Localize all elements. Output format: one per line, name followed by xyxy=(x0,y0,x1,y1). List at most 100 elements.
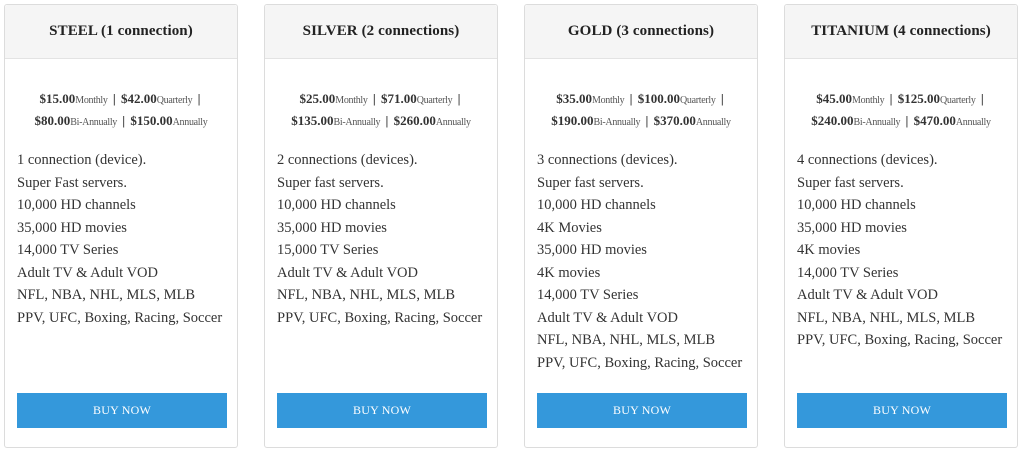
price-separator: | xyxy=(122,113,126,128)
price-period: Annually xyxy=(695,117,731,128)
feature-item: NFL, NBA, NHL, MLS, MLB xyxy=(537,332,716,348)
price-separator: | xyxy=(629,91,633,106)
feature-item: Adult TV & Adult VOD xyxy=(17,264,158,281)
price-separator: | xyxy=(645,113,649,128)
feature-item: 4 connections (devices). xyxy=(797,152,938,168)
feature-item: NFL, NBA, NHL, MLS, MLB xyxy=(797,309,976,326)
price-period: Quarterly xyxy=(939,95,976,106)
price-separator: | xyxy=(457,91,461,106)
buy-now-button[interactable]: BUY NOW xyxy=(797,393,1007,428)
price-amount: $135.00 xyxy=(291,113,334,128)
buy-now-button[interactable]: BUY NOW xyxy=(17,393,227,428)
price-separator: | xyxy=(980,91,984,106)
price-period: Quarterly xyxy=(156,95,193,106)
price-period: Bi-Annually xyxy=(70,117,117,128)
feature-item: 35,000 HD movies xyxy=(537,242,647,258)
buy-now-button[interactable]: BUY NOW xyxy=(537,393,747,428)
price-amount: $260.00 xyxy=(393,113,436,128)
plan-card-titanium: TITANIUM (4 connections) $45.00Monthly |… xyxy=(784,4,1018,448)
price-period: Quarterly xyxy=(416,95,453,106)
plan-prices: $35.00Monthly | $100.00Quarterly | $190.… xyxy=(535,89,747,133)
plan-card-silver: SILVER (2 connections) $25.00Monthly | $… xyxy=(264,4,498,448)
price-amount: $240.00 xyxy=(811,113,854,128)
price-amount: $25.00 xyxy=(299,91,336,106)
feature-item: PPV, UFC, Boxing, Racing, Soccer xyxy=(797,332,1003,348)
feature-item: 10,000 HD channels xyxy=(537,197,656,213)
feature-item: Super Fast servers. xyxy=(17,174,127,191)
price-separator: | xyxy=(197,91,201,106)
feature-item: Adult TV & Adult VOD xyxy=(277,264,418,281)
price-amount: $80.00 xyxy=(34,113,71,128)
price-period: Annually xyxy=(172,117,208,128)
plan-title: GOLD (3 connections) xyxy=(525,5,757,59)
price-period: Bi-Annually xyxy=(333,117,381,128)
feature-item: 4K movies xyxy=(537,264,601,281)
feature-item: Super fast servers. xyxy=(277,174,384,191)
plan-prices: $25.00Monthly | $71.00Quarterly | $135.0… xyxy=(275,89,487,133)
feature-item: 2 connections (devices). xyxy=(277,152,418,168)
plan-prices: $45.00Monthly | $125.00Quarterly | $240.… xyxy=(795,89,1007,133)
price-separator: | xyxy=(905,113,909,128)
price-amount: $42.00 xyxy=(120,91,157,106)
plan-prices: $15.00Monthly | $42.00Quarterly | $80.00… xyxy=(15,89,227,133)
feature-list: 3 connections (devices). Super fast serv… xyxy=(537,149,751,374)
feature-item: 14,000 TV Series xyxy=(537,287,639,303)
feature-item: 4K Movies xyxy=(537,219,602,236)
price-amount: $125.00 xyxy=(897,91,940,106)
price-amount: $150.00 xyxy=(130,113,173,128)
price-period: Monthly xyxy=(852,95,885,106)
price-amount: $190.00 xyxy=(551,113,594,128)
feature-item: Super fast servers. xyxy=(537,174,644,191)
feature-item: 35,000 HD movies xyxy=(277,219,387,236)
price-period: Annually xyxy=(955,117,991,128)
buy-now-button[interactable]: BUY NOW xyxy=(277,393,487,428)
feature-item: 4K movies xyxy=(797,242,861,258)
price-separator: | xyxy=(372,91,376,106)
feature-item: Super fast servers. xyxy=(797,174,904,191)
price-period: Monthly xyxy=(335,95,368,106)
feature-item: 35,000 HD movies xyxy=(797,219,907,236)
price-amount: $470.00 xyxy=(913,113,956,128)
price-separator: | xyxy=(385,113,389,128)
plan-card-gold: GOLD (3 connections) $35.00Monthly | $10… xyxy=(524,4,758,448)
feature-list: 2 connections (devices). Super fast serv… xyxy=(277,149,491,329)
feature-item: 10,000 HD channels xyxy=(17,197,136,213)
price-amount: $45.00 xyxy=(816,91,852,106)
feature-list: 4 connections (devices). Super fast serv… xyxy=(797,149,1011,352)
feature-item: Adult TV & Adult VOD xyxy=(537,309,678,326)
plan-title: STEEL (1 connection) xyxy=(5,5,237,59)
price-separator: | xyxy=(889,91,893,106)
price-period: Quarterly xyxy=(679,95,716,106)
feature-item: 14,000 TV Series xyxy=(797,264,899,281)
price-separator: | xyxy=(112,91,116,106)
price-period: Bi-Annually xyxy=(853,117,901,128)
feature-item: 3 connections (devices). xyxy=(537,152,678,168)
feature-item: 35,000 HD movies xyxy=(17,219,127,236)
feature-item: 10,000 HD channels xyxy=(797,197,916,213)
price-amount: $15.00 xyxy=(39,91,76,106)
feature-item: NFL, NBA, NHL, MLS, MLB xyxy=(277,287,456,303)
feature-item: 14,000 TV Series xyxy=(17,242,119,258)
feature-item: NFL, NBA, NHL, MLS, MLB xyxy=(17,287,196,303)
feature-item: 1 connection (device). xyxy=(17,152,147,168)
price-amount: $370.00 xyxy=(653,113,696,128)
price-period: Annually xyxy=(435,117,471,128)
plan-card-steel: STEEL (1 connection) $15.00Monthly | $42… xyxy=(4,4,238,448)
plan-title: TITANIUM (4 connections) xyxy=(785,5,1017,59)
feature-item: PPV, UFC, Boxing, Racing, Soccer xyxy=(537,354,743,371)
feature-item: Adult TV & Adult VOD xyxy=(797,287,938,303)
price-amount: $100.00 xyxy=(637,91,680,106)
price-separator: | xyxy=(720,91,724,106)
pricing-plans: STEEL (1 connection) $15.00Monthly | $42… xyxy=(4,4,1020,448)
plan-title: SILVER (2 connections) xyxy=(265,5,497,59)
feature-item: 15,000 TV Series xyxy=(277,242,379,258)
price-amount: $35.00 xyxy=(556,91,592,106)
price-period: Monthly xyxy=(75,95,108,106)
feature-item: PPV, UFC, Boxing, Racing, Soccer xyxy=(277,309,483,326)
feature-item: PPV, UFC, Boxing, Racing, Soccer xyxy=(17,309,223,326)
price-period: Bi-Annually xyxy=(593,117,641,128)
feature-list: 1 connection (device). Super Fast server… xyxy=(17,149,231,329)
feature-item: 10,000 HD channels xyxy=(277,197,396,213)
price-amount: $71.00 xyxy=(380,91,417,106)
price-period: Monthly xyxy=(592,95,625,106)
